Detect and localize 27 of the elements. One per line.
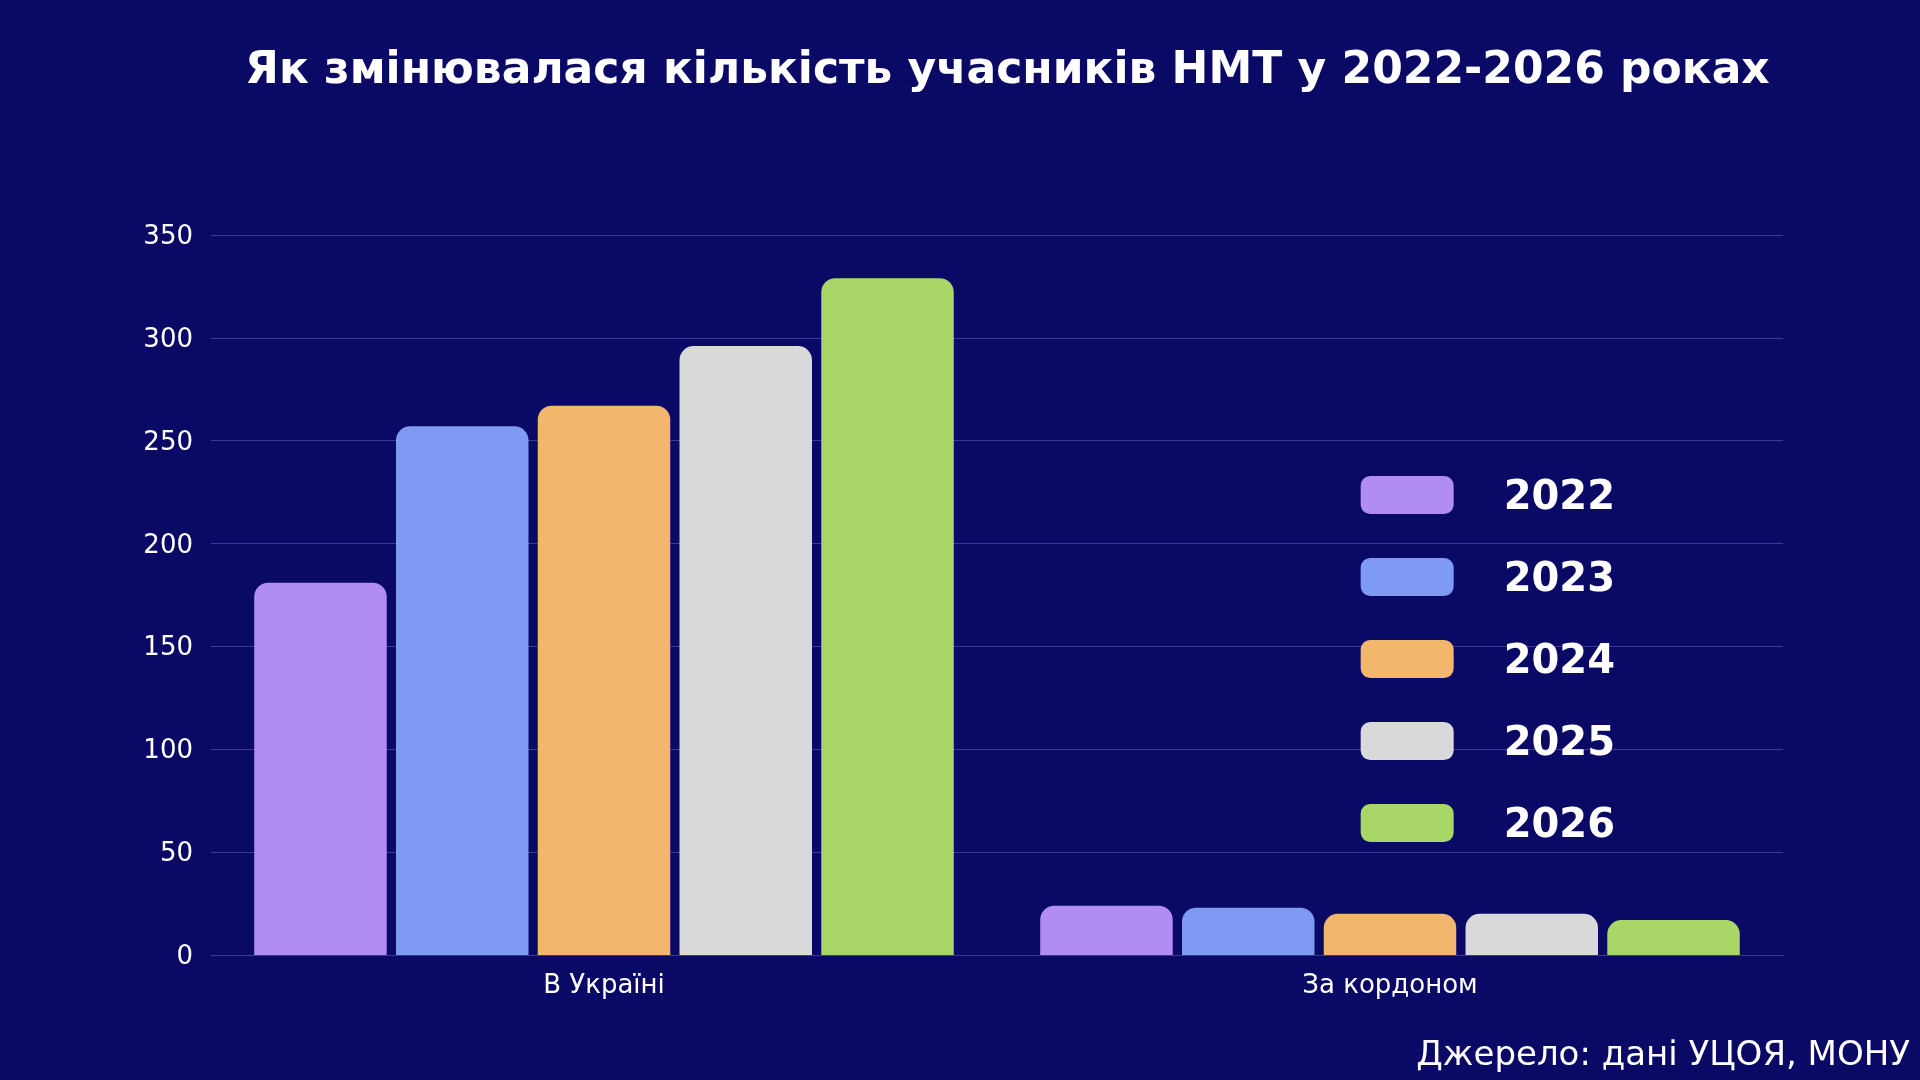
y-tick-label: 300 [143,322,193,353]
bar [1181,907,1315,955]
bar [1465,913,1599,955]
y-tick-label: 100 [143,734,193,765]
y-tick-label: 150 [143,631,193,662]
legend-label: 2024 [1503,636,1615,682]
chart-title: Як змінювалася кількість учасників НМТ у 2022-2026 роках [245,41,1770,93]
bar [1323,913,1457,955]
y-tick-label: 350 [143,220,193,250]
y-tick-label: 50 [159,837,193,868]
bar [254,582,387,955]
bar [821,278,954,955]
legend-label: 2026 [1503,800,1615,846]
bar [1607,920,1740,955]
x-tick-label: В Україні [543,969,665,999]
y-tick-label: 200 [143,528,193,559]
legend-label: 2023 [1503,554,1615,600]
bar [679,346,813,955]
text: Джерело: дані УЦОЯ, МОНУ [1416,1033,1911,1073]
legend-label: 2025 [1503,718,1615,764]
y-tick-label: 250 [143,425,193,456]
x-tick-label: За кордоном [1302,969,1478,999]
bar [395,426,529,955]
y-tick-label: 0 [176,940,193,970]
bar [537,405,671,955]
bar [1040,905,1173,955]
legend-label: 2022 [1503,472,1615,518]
